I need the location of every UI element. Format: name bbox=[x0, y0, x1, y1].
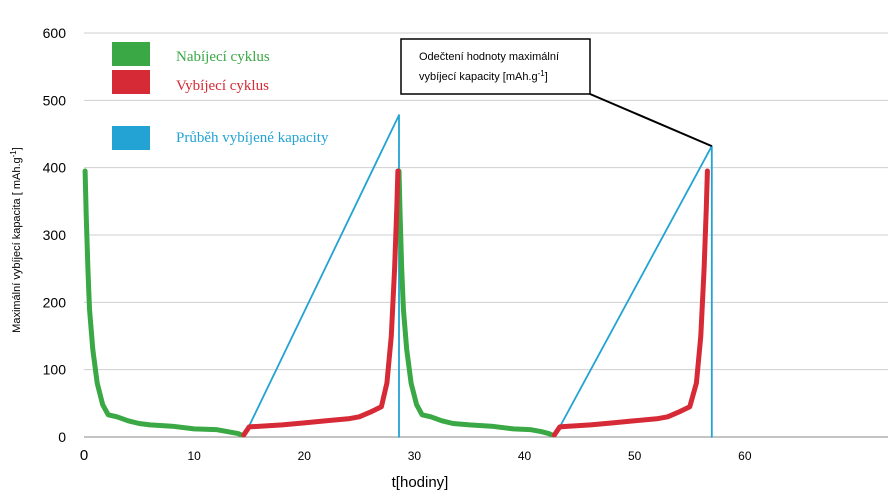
legend-label-discharge: Vybíjecí cyklus bbox=[176, 78, 269, 94]
legend-label-capacity: Průběh vybíjené kapacity bbox=[176, 130, 329, 146]
series-layer bbox=[82, 114, 713, 438]
series-discharge-line-2 bbox=[551, 168, 710, 438]
y-axis-title: Maximální vybíjecí kapacita [ mAh.g-1] bbox=[9, 147, 24, 333]
y-axis-title-superscript: -1 bbox=[9, 150, 18, 158]
annotation-text-line-2-main: vybíjecí kapacity [mAh.g bbox=[419, 71, 538, 83]
annotation-superscript: -1 bbox=[538, 69, 546, 78]
x-tick-label-30: 30 bbox=[408, 449, 422, 463]
legend: Nabíjecí cyklus Vybíjecí cyklus Průběh vyb… bbox=[112, 42, 329, 150]
annotation-text-line-1: Odečtení hodnoty maximální bbox=[419, 51, 559, 63]
series-capacity-line-1 bbox=[243, 114, 400, 438]
y-axis-title-main: Maximální vybíjecí kapacita [ mAh.g bbox=[11, 157, 23, 332]
y-tick-label-100: 100 bbox=[43, 362, 67, 378]
y-tick-label-500: 500 bbox=[43, 92, 67, 108]
y-tick-labels: 0 100 200 300 400 500 600 bbox=[43, 25, 67, 445]
y-tick-label-400: 400 bbox=[43, 160, 67, 176]
x-tick-label-0: 0 bbox=[80, 447, 88, 464]
x-tick-labels: 0 10 20 30 40 50 60 bbox=[80, 447, 752, 464]
legend-swatch-charge bbox=[112, 42, 150, 66]
gridlines bbox=[84, 32, 888, 371]
y-tick-label-200: 200 bbox=[43, 294, 67, 310]
x-tick-label-10: 10 bbox=[187, 449, 201, 463]
x-tick-label-20: 20 bbox=[298, 449, 312, 463]
x-tick-label-40: 40 bbox=[518, 449, 532, 463]
annotation-box bbox=[400, 38, 591, 95]
legend-swatch-capacity bbox=[112, 126, 150, 150]
annotation-leader-line bbox=[589, 93, 713, 148]
annotation: Odečtení hodnoty maximální vybíjecí kapa… bbox=[400, 38, 713, 148]
annotation-text-line-2-end: ] bbox=[545, 71, 548, 83]
y-tick-label-0: 0 bbox=[58, 429, 66, 445]
y-tick-label-300: 300 bbox=[43, 227, 67, 243]
x-axis-title: t[hodiny] bbox=[392, 474, 449, 491]
series-charge-line-2 bbox=[396, 168, 555, 438]
series-capacity-line-2 bbox=[554, 145, 713, 438]
series-charge-line-1 bbox=[82, 168, 244, 438]
legend-swatch-discharge bbox=[112, 70, 150, 94]
x-tick-label-50: 50 bbox=[628, 449, 642, 463]
annotation-text-line-2: vybíjecí kapacity [mAh.g-1] bbox=[419, 69, 548, 84]
y-axis-title-end: ] bbox=[11, 147, 23, 150]
x-tick-label-60: 60 bbox=[738, 449, 752, 463]
legend-label-charge: Nabíjecí cyklus bbox=[176, 49, 270, 65]
series-discharge-line-1 bbox=[241, 168, 401, 438]
y-tick-label-600: 600 bbox=[43, 25, 67, 41]
